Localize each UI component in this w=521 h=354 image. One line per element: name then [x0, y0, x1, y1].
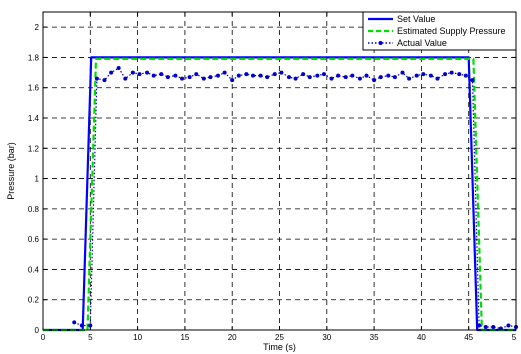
- x-tick-label: 5: [512, 333, 517, 342]
- data-point-actual-value: [230, 78, 235, 83]
- y-tick-label: 2: [35, 23, 40, 32]
- data-point-actual-value: [414, 73, 419, 78]
- x-tick-label: 30: [322, 333, 331, 342]
- legend-marker-actual-value: [378, 41, 383, 45]
- x-tick-labels: 0 5 10 15 20 25 30 35 40 45 5: [41, 333, 517, 342]
- data-point-actual-value: [216, 73, 221, 78]
- legend-label-estimated-supply-pressure: Estimated Supply Pressure: [397, 26, 506, 36]
- data-point-actual-value: [116, 66, 121, 71]
- data-point-actual-value: [279, 70, 284, 75]
- x-tick-label: 35: [370, 333, 379, 342]
- data-point-actual-value: [194, 72, 199, 77]
- data-point-actual-value: [137, 72, 142, 77]
- data-point-actual-value: [187, 75, 192, 80]
- y-tick-label: 1.6: [28, 84, 40, 93]
- data-point-actual-value: [180, 76, 185, 81]
- data-point-actual-value: [94, 76, 99, 81]
- legend-label-set-value: Set Value: [397, 14, 435, 24]
- data-point-actual-value: [236, 73, 241, 78]
- data-point-actual-value: [244, 72, 249, 77]
- data-point-actual-value: [364, 73, 369, 78]
- data-point-actual-value: [222, 70, 227, 75]
- data-point-actual-value: [159, 72, 164, 77]
- y-tick-label: 1.2: [28, 144, 40, 153]
- data-point-actual-value: [449, 70, 454, 75]
- y-tick-label: 0.4: [28, 265, 40, 274]
- data-point-actual-value: [443, 72, 448, 77]
- data-point-actual-value: [251, 73, 256, 78]
- data-point-actual-value: [457, 72, 462, 77]
- legend: Set Value Estimated Supply Pressure Actu…: [362, 11, 517, 51]
- data-point-actual-value: [201, 76, 206, 81]
- data-point-actual-value: [329, 76, 334, 81]
- data-point-actual-value: [301, 72, 306, 77]
- y-tick-label: 0: [35, 326, 40, 335]
- data-point-actual-value: [272, 72, 277, 77]
- data-point-actual-value: [407, 76, 412, 81]
- data-point-actual-value: [307, 75, 312, 80]
- data-point-actual-value: [421, 72, 426, 77]
- data-point-actual-value: [109, 70, 114, 75]
- x-tick-label: 20: [228, 333, 237, 342]
- data-point-actual-value: [79, 323, 84, 328]
- data-point-actual-value: [102, 78, 107, 83]
- data-point-actual-value: [88, 323, 93, 328]
- x-axis-label: Time (s): [263, 342, 296, 352]
- data-point-actual-value: [498, 326, 503, 331]
- data-point-actual-value: [258, 73, 263, 78]
- data-point-actual-value: [165, 75, 170, 80]
- x-tick-label: 40: [417, 333, 426, 342]
- data-point-actual-value: [315, 73, 320, 78]
- data-point-actual-value: [151, 73, 156, 78]
- x-tick-label: 25: [275, 333, 284, 342]
- y-tick-label: 0.6: [28, 235, 40, 244]
- data-point-actual-value: [336, 73, 341, 78]
- data-point-actual-value: [463, 73, 468, 78]
- data-point-actual-value: [372, 78, 377, 83]
- data-point-actual-value: [265, 75, 270, 80]
- y-tick-label: 1.8: [28, 53, 40, 62]
- data-point-actual-value: [286, 75, 291, 80]
- x-tick-label: 5: [88, 333, 93, 342]
- data-point-actual-value: [435, 76, 440, 81]
- data-point-actual-value: [343, 75, 348, 80]
- x-tick-label: 0: [41, 333, 46, 342]
- plot-frame: [42, 11, 517, 331]
- data-point-actual-value: [72, 320, 77, 325]
- y-tick-label: 0.2: [28, 296, 40, 305]
- x-tick-label: 45: [464, 333, 473, 342]
- data-point-actual-value: [293, 76, 298, 81]
- data-point-actual-value: [123, 76, 128, 81]
- data-point-actual-value: [428, 73, 433, 78]
- data-point-actual-value: [506, 323, 511, 328]
- data-point-actual-value: [145, 70, 150, 75]
- data-point-actual-value: [208, 75, 213, 80]
- data-point-actual-value: [130, 70, 135, 75]
- y-tick-label: 0.8: [28, 205, 40, 214]
- data-point-actual-value: [173, 73, 178, 78]
- data-point-actual-value: [470, 78, 475, 83]
- data-point-actual-value: [350, 73, 355, 78]
- data-point-actual-value: [491, 324, 496, 329]
- y-tick-label: 1: [35, 175, 40, 184]
- data-point-actual-value: [321, 72, 326, 77]
- data-point-actual-value: [357, 76, 362, 81]
- legend-label-actual-value: Actual Value: [397, 38, 447, 48]
- data-point-actual-value: [483, 324, 488, 329]
- data-point-actual-value: [386, 73, 391, 78]
- data-point-actual-value: [400, 70, 405, 75]
- data-point-actual-value: [477, 323, 482, 328]
- y-tick-label: 1.4: [28, 114, 40, 123]
- y-tick-labels: 0 0.2 0.4 0.6 0.8 1 1.2 1.4 1.6 1.8 2: [28, 23, 40, 335]
- x-tick-label: 15: [180, 333, 189, 342]
- y-axis-label: Pressure (bar): [6, 142, 16, 200]
- data-point-actual-value: [378, 75, 383, 80]
- x-tick-label: 10: [133, 333, 142, 342]
- data-point-actual-value: [392, 75, 397, 80]
